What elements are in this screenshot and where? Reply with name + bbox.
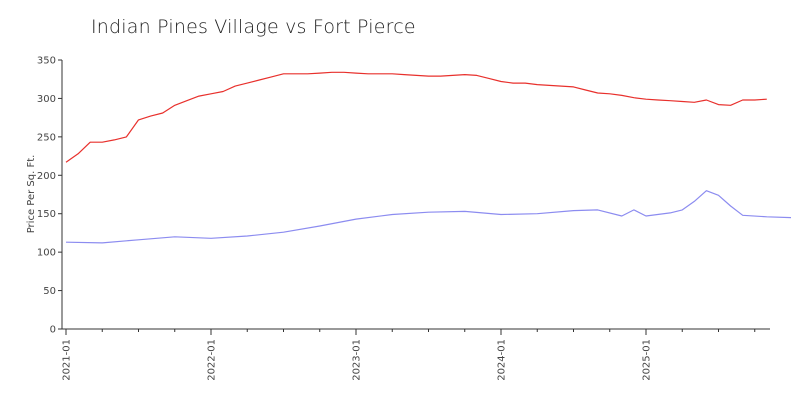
series-line-blue [65, 190, 792, 244]
y-tick-label: 300 [37, 94, 56, 105]
y-tick-label: 200 [37, 171, 56, 182]
y-tick-label: 250 [37, 132, 56, 143]
y-tick-label: 100 [37, 248, 56, 259]
x-tick-label: 2023-01 [352, 339, 363, 381]
y-tick-label: 350 [37, 56, 56, 67]
y-axis-label: Price Per Sq. Ft. [26, 155, 37, 234]
chart-title: Indian Pines Village vs Fort Pierce [91, 16, 416, 38]
series-lines [65, 71, 792, 244]
y-tick-label: 150 [37, 209, 56, 220]
x-tick-label: 2022-01 [207, 339, 218, 381]
axes: 0 50 100 150 200 250 300 350 2021-01 2022-01 2023-… [37, 56, 770, 381]
x-tick-label: 2024-01 [497, 339, 508, 381]
series-line-red [65, 71, 767, 163]
x-tick-label: 2021-01 [62, 339, 73, 381]
x-tick-label: 2025-01 [642, 339, 653, 381]
y-tick-label: 50 [43, 286, 56, 297]
y-tick-label: 0 [50, 325, 56, 336]
